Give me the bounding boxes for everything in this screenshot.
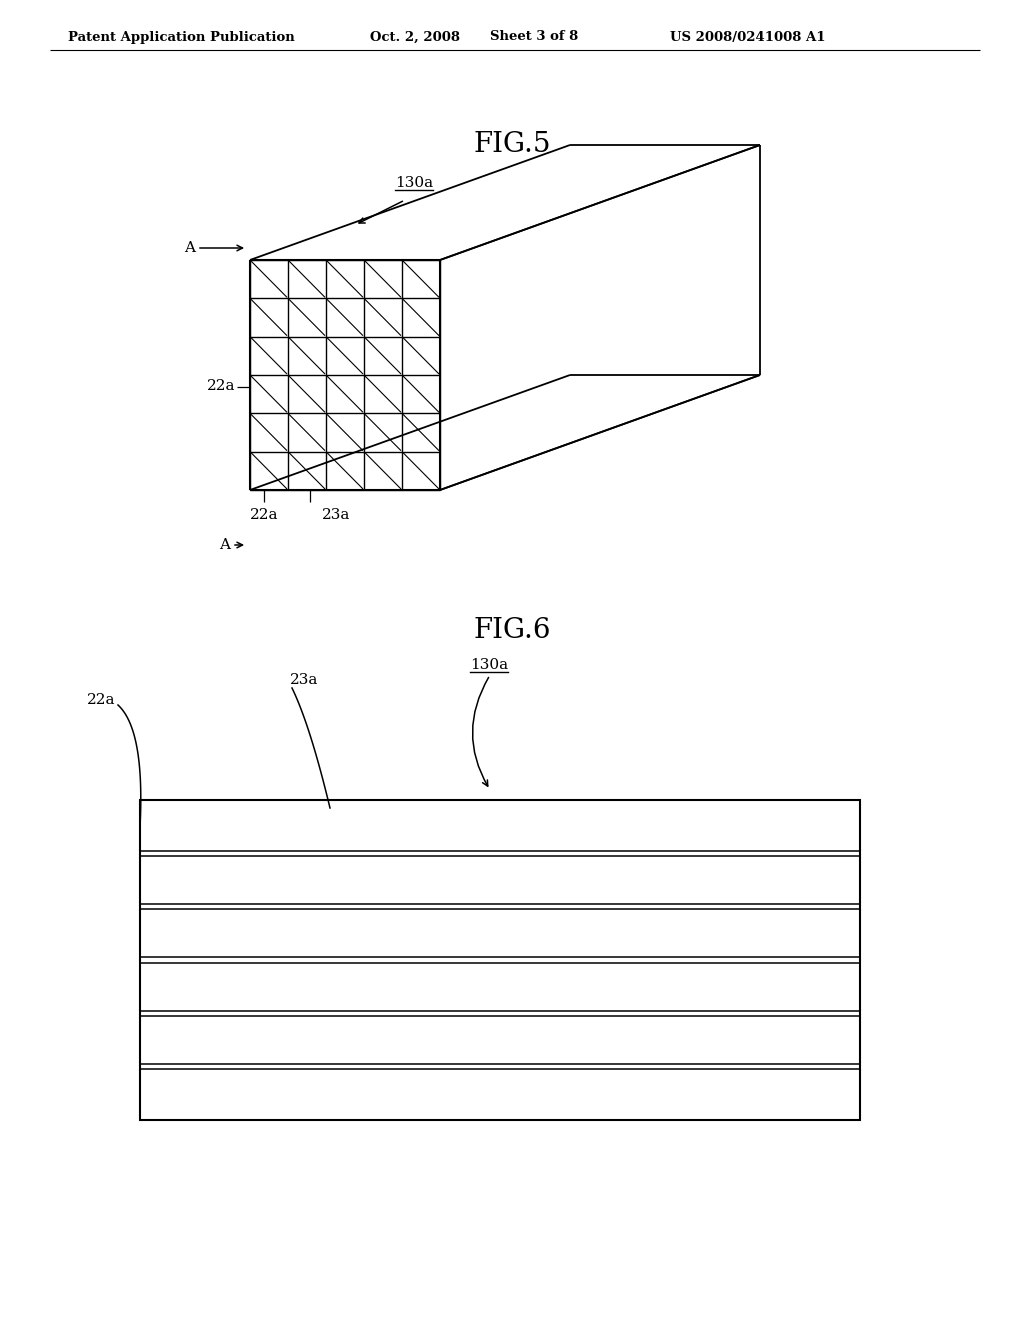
Text: Oct. 2, 2008: Oct. 2, 2008 — [370, 30, 460, 44]
Text: FIG.6: FIG.6 — [473, 616, 551, 644]
Text: US 2008/0241008 A1: US 2008/0241008 A1 — [670, 30, 825, 44]
Text: A: A — [219, 539, 230, 552]
Text: 130a: 130a — [470, 657, 508, 672]
Text: 22a: 22a — [207, 380, 234, 393]
Bar — [140, 800, 860, 1119]
Text: 23a: 23a — [290, 673, 318, 686]
Text: FIG.5: FIG.5 — [473, 132, 551, 158]
Text: A: A — [184, 242, 195, 255]
Text: Sheet 3 of 8: Sheet 3 of 8 — [490, 30, 579, 44]
Text: 22a: 22a — [86, 693, 115, 708]
Text: 23a: 23a — [322, 508, 350, 521]
Text: Patent Application Publication: Patent Application Publication — [68, 30, 295, 44]
Text: 130a: 130a — [395, 176, 433, 190]
Text: 22a: 22a — [250, 508, 279, 521]
